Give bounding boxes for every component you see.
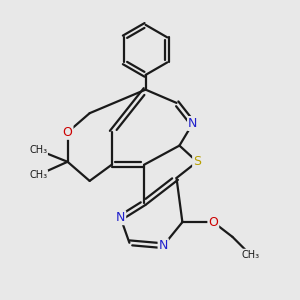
Text: CH₃: CH₃ [29, 145, 47, 155]
Text: O: O [208, 216, 218, 229]
Text: CH₃: CH₃ [241, 250, 259, 260]
Text: N: N [116, 211, 125, 224]
Text: O: O [63, 126, 73, 139]
Text: CH₃: CH₃ [29, 170, 47, 180]
Text: N: N [159, 239, 168, 252]
Text: N: N [188, 117, 197, 130]
Text: S: S [193, 155, 201, 168]
